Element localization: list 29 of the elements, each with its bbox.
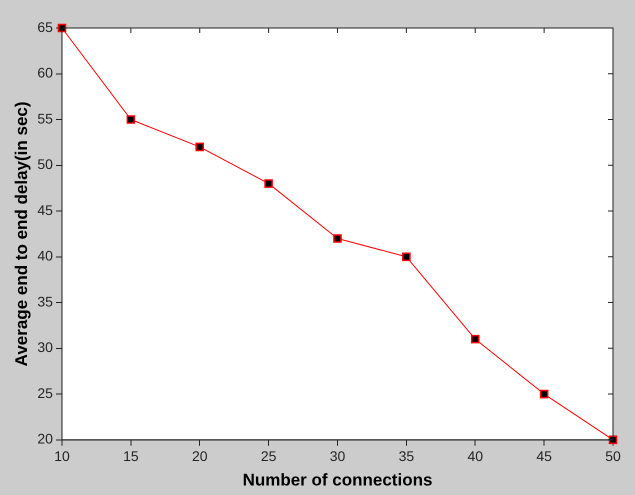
y-axis-title: Average end to end delay(in sec)	[12, 101, 31, 366]
y-tick-label: 60	[37, 64, 54, 81]
x-tick-label: 15	[123, 448, 139, 464]
point	[402, 252, 411, 262]
y-tick-label: 65	[37, 18, 54, 35]
y-tick-label: 50	[37, 156, 54, 172]
y-tick-label: 25	[37, 384, 54, 401]
x-tick-label: 45	[536, 448, 552, 464]
y-tick-label: 35	[37, 293, 54, 310]
y-tick-label: 20	[37, 430, 54, 447]
x-tick-label: 20	[192, 448, 208, 464]
x-axis-title: Number of connections	[242, 470, 432, 490]
x-tick-label: 25	[260, 448, 277, 464]
y-tick-label: 40	[37, 248, 54, 264]
x-tick-label: 30	[330, 448, 346, 464]
x-tick-label: 40	[467, 448, 484, 464]
point	[333, 234, 342, 243]
point	[264, 179, 273, 188]
x-tick-label: 35	[398, 448, 414, 464]
y-tick-label: 30	[37, 339, 54, 356]
y-tick-label: 55	[37, 110, 54, 126]
y-tick-label: 45	[37, 202, 54, 218]
x-tick-label: 10	[54, 448, 70, 464]
point	[470, 334, 480, 344]
point	[195, 142, 204, 152]
point	[126, 115, 136, 124]
point	[540, 390, 548, 398]
point	[58, 24, 66, 32]
x-tick-label: 50	[605, 448, 621, 464]
